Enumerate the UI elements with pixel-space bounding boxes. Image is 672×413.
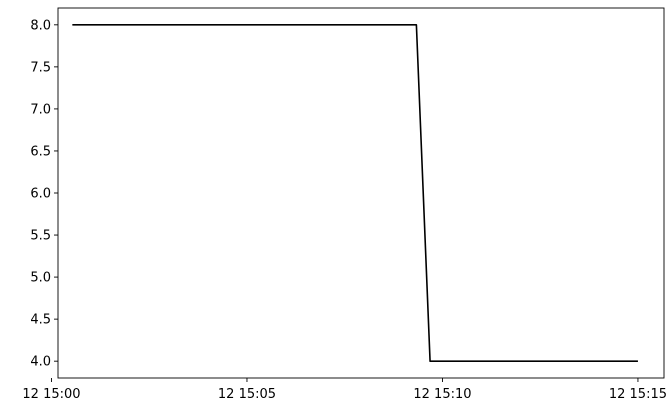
y-tick-label: 6.0 [30,187,51,202]
y-tick-label: 8.0 [30,18,51,33]
y-tick-label: 5.0 [30,271,51,286]
x-tick-label: 12 15:05 [218,387,276,402]
plot-area-frame [57,7,665,379]
x-tick-label: 12 15:15 [609,387,667,402]
y-axis: 4.0 4.5 5.0 5.5 6.0 6.5 7.0 7.5 8.0 [30,18,58,370]
y-tick-label: 6.5 [30,144,51,159]
y-tick-label: 4.0 [30,355,51,370]
y-tick-label: 5.5 [30,229,51,244]
series-line [72,24,638,362]
series-layer [72,24,638,362]
x-axis: 12 15:00 12 15:05 12 15:10 12 15:15 [22,378,667,402]
x-tick-label: 12 15:10 [413,387,471,402]
y-tick-label: 4.5 [30,313,51,328]
y-tick-label: 7.5 [30,60,51,75]
y-tick-label: 7.0 [30,102,51,117]
x-tick-label: 12 15:00 [22,387,80,402]
